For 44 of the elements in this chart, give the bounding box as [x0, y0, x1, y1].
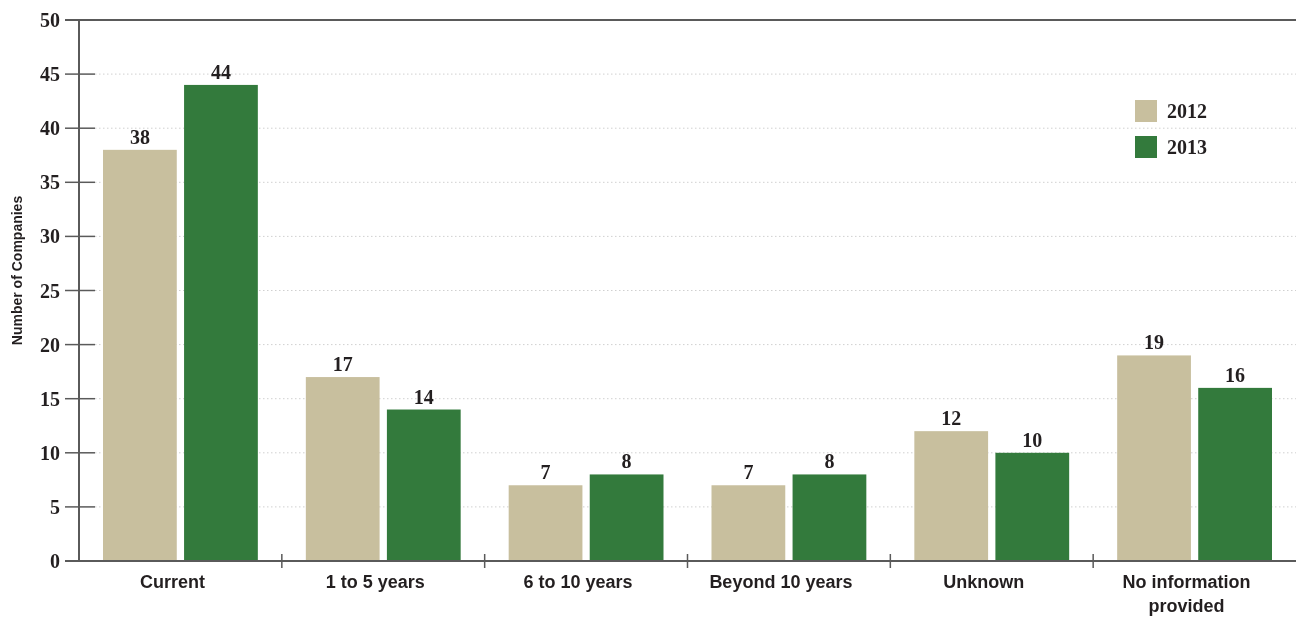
data-label: 38 [129, 125, 150, 148]
y-tick-label: 10 [40, 441, 60, 464]
y-tick-label: 35 [40, 171, 60, 194]
x-tick-label: Beyond 10 years [709, 572, 853, 592]
x-tick-label: 1 to 5 years [325, 572, 425, 592]
y-tick-label: 25 [40, 279, 60, 302]
bar [995, 452, 1070, 561]
bar [711, 485, 786, 561]
x-tick-label: Current [139, 572, 205, 592]
data-label: 7 [540, 461, 551, 484]
data-label: 8 [824, 450, 835, 473]
bar [1198, 387, 1272, 561]
y-tick-label: 0 [50, 550, 60, 572]
legend-label: 2013 [1167, 136, 1207, 158]
y-tick-label: 5 [50, 495, 60, 518]
x-tick-label: 6 to 10 years [523, 572, 633, 592]
data-label: 17 [332, 353, 353, 376]
data-label: 10 [1022, 428, 1043, 451]
data-label: 14 [413, 385, 434, 408]
y-tick-label: 50 [40, 9, 60, 31]
y-axis-title: Number of Companies [9, 195, 25, 346]
legend-label: 2012 [1167, 100, 1207, 122]
y-tick-label: 30 [40, 225, 60, 248]
bar [184, 84, 258, 561]
bar [589, 474, 664, 561]
y-tick-label: 20 [40, 333, 60, 356]
bar [508, 485, 583, 561]
data-label: 19 [1144, 331, 1165, 354]
data-label: 12 [941, 407, 962, 430]
y-tick-label: 45 [40, 63, 60, 86]
data-label: 7 [743, 461, 754, 484]
data-label: 8 [621, 450, 632, 473]
data-label: 16 [1225, 363, 1246, 386]
x-tick-label: No information provided [1122, 572, 1251, 616]
bar [305, 377, 380, 561]
bar [1117, 355, 1191, 561]
data-label: 44 [210, 60, 231, 83]
y-tick-label: 15 [40, 387, 60, 410]
x-tick-label: Unknown [943, 572, 1025, 592]
bar [914, 431, 989, 561]
bar [792, 474, 867, 561]
bar [386, 409, 461, 561]
bar [103, 149, 177, 561]
y-tick-label: 40 [40, 117, 60, 140]
